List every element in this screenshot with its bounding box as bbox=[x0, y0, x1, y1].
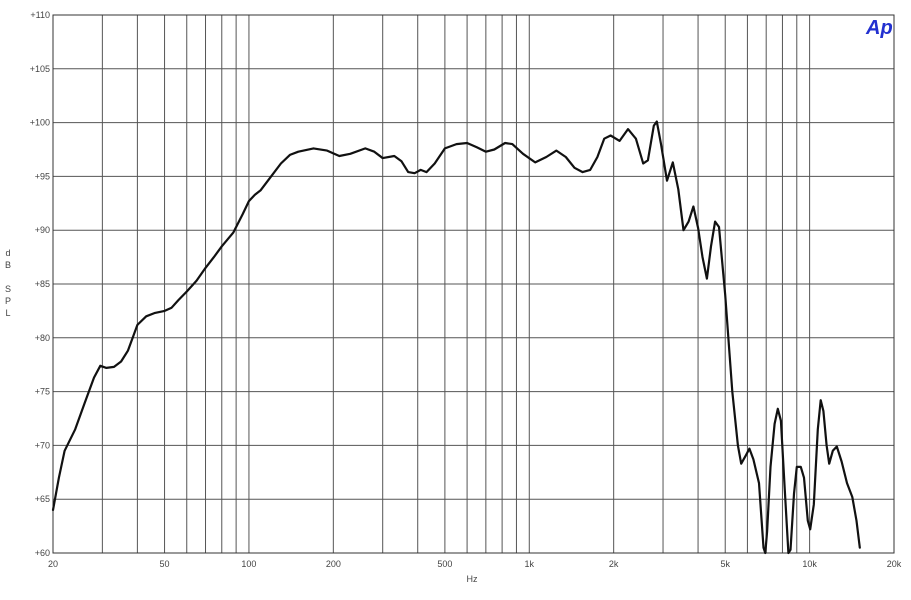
y-axis-title-letter: d bbox=[5, 248, 10, 258]
y-tick-label: +80 bbox=[35, 333, 50, 343]
y-tick-label: +110 bbox=[30, 10, 50, 20]
y-axis-title-letter: S bbox=[5, 284, 11, 294]
plot-frame bbox=[52, 14, 895, 554]
spl-curve bbox=[51, 120, 861, 555]
y-tick-label: +90 bbox=[35, 225, 50, 235]
x-tick-label: 5k bbox=[720, 559, 730, 569]
y-tick-label: +95 bbox=[35, 171, 50, 181]
y-axis-title-letter: P bbox=[5, 296, 11, 306]
y-tick-label: +75 bbox=[35, 387, 50, 397]
x-tick-label: 500 bbox=[437, 559, 452, 569]
x-tick-labels: 20 50 100 200 500 1k 2k 5k 10k 20k bbox=[48, 559, 902, 569]
y-tick-label: +70 bbox=[35, 440, 50, 450]
x-tick-label: 20k bbox=[887, 559, 902, 569]
x-tick-label: 2k bbox=[609, 559, 619, 569]
x-tick-label: 100 bbox=[241, 559, 256, 569]
y-axis-title-letter: B bbox=[5, 260, 11, 270]
x-tick-label: 10k bbox=[802, 559, 817, 569]
y-tick-label: +85 bbox=[35, 279, 50, 289]
y-tick-labels: +60 +65 +70 +75 +80 +85 +90 +95 +100 +105 +110 bbox=[30, 10, 50, 558]
x-tick-label: 20 bbox=[48, 559, 58, 569]
y-tick-label: +105 bbox=[30, 64, 50, 74]
x-tick-label: 50 bbox=[160, 559, 170, 569]
x-axis-title: Hz bbox=[467, 574, 478, 584]
ap-logo: Ap bbox=[865, 17, 893, 39]
y-tick-label: +100 bbox=[30, 118, 50, 128]
x-tick-label: 1k bbox=[525, 559, 535, 569]
y-tick-label: +65 bbox=[35, 494, 50, 504]
y-axis-title: dB SPL bbox=[5, 248, 11, 318]
y-tick-label: +60 bbox=[35, 548, 50, 558]
grid-lines bbox=[52, 14, 895, 554]
y-axis-title-letter: L bbox=[5, 308, 10, 318]
x-tick-label: 200 bbox=[326, 559, 341, 569]
